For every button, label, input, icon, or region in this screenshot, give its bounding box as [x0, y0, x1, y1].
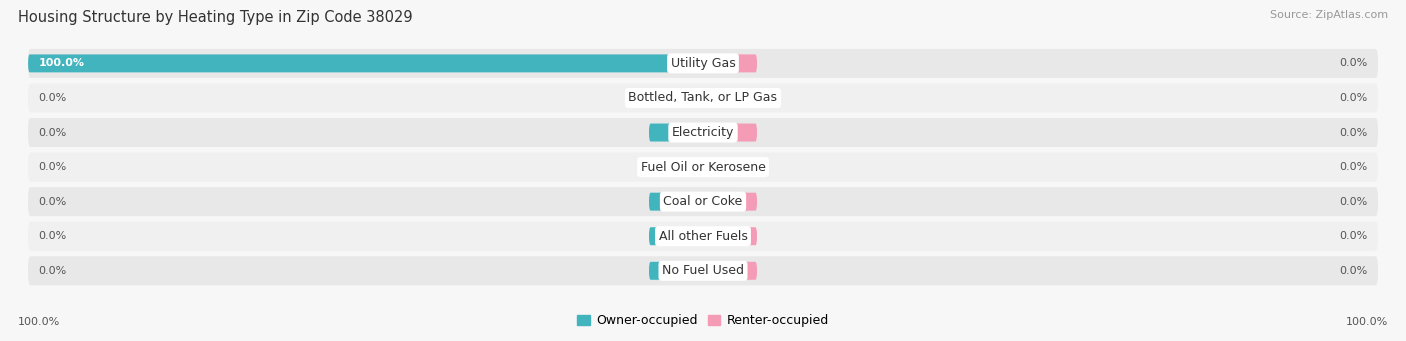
Text: Source: ZipAtlas.com: Source: ZipAtlas.com — [1270, 10, 1388, 20]
FancyBboxPatch shape — [28, 222, 1378, 251]
Text: 0.0%: 0.0% — [38, 162, 66, 172]
Legend: Owner-occupied, Renter-occupied: Owner-occupied, Renter-occupied — [572, 309, 834, 332]
Text: 100.0%: 100.0% — [1346, 317, 1388, 327]
Text: No Fuel Used: No Fuel Used — [662, 264, 744, 277]
Text: 0.0%: 0.0% — [1340, 58, 1368, 69]
Text: Utility Gas: Utility Gas — [671, 57, 735, 70]
Text: 0.0%: 0.0% — [38, 197, 66, 207]
FancyBboxPatch shape — [28, 152, 1378, 182]
FancyBboxPatch shape — [28, 256, 1378, 285]
Text: 0.0%: 0.0% — [1340, 128, 1368, 137]
FancyBboxPatch shape — [703, 55, 756, 72]
Text: 0.0%: 0.0% — [1340, 93, 1368, 103]
Text: Electricity: Electricity — [672, 126, 734, 139]
Text: 0.0%: 0.0% — [1340, 266, 1368, 276]
FancyBboxPatch shape — [28, 187, 1378, 216]
FancyBboxPatch shape — [703, 123, 756, 142]
Text: Bottled, Tank, or LP Gas: Bottled, Tank, or LP Gas — [628, 91, 778, 104]
FancyBboxPatch shape — [650, 123, 703, 142]
FancyBboxPatch shape — [650, 89, 703, 107]
Text: 0.0%: 0.0% — [1340, 197, 1368, 207]
Text: 0.0%: 0.0% — [1340, 231, 1368, 241]
Text: 0.0%: 0.0% — [38, 128, 66, 137]
Text: All other Fuels: All other Fuels — [658, 230, 748, 243]
FancyBboxPatch shape — [703, 193, 756, 211]
Text: 0.0%: 0.0% — [38, 266, 66, 276]
Text: Coal or Coke: Coal or Coke — [664, 195, 742, 208]
FancyBboxPatch shape — [650, 158, 703, 176]
FancyBboxPatch shape — [650, 227, 703, 245]
FancyBboxPatch shape — [28, 49, 1378, 78]
FancyBboxPatch shape — [703, 262, 756, 280]
FancyBboxPatch shape — [703, 89, 756, 107]
Text: 100.0%: 100.0% — [38, 58, 84, 69]
FancyBboxPatch shape — [650, 262, 703, 280]
Text: Fuel Oil or Kerosene: Fuel Oil or Kerosene — [641, 161, 765, 174]
FancyBboxPatch shape — [28, 84, 1378, 113]
Text: 0.0%: 0.0% — [38, 93, 66, 103]
Text: Housing Structure by Heating Type in Zip Code 38029: Housing Structure by Heating Type in Zip… — [18, 10, 413, 25]
FancyBboxPatch shape — [28, 118, 1378, 147]
Text: 0.0%: 0.0% — [1340, 162, 1368, 172]
FancyBboxPatch shape — [28, 55, 703, 72]
FancyBboxPatch shape — [703, 158, 756, 176]
Text: 100.0%: 100.0% — [18, 317, 60, 327]
FancyBboxPatch shape — [703, 227, 756, 245]
FancyBboxPatch shape — [650, 193, 703, 211]
Text: 0.0%: 0.0% — [38, 231, 66, 241]
